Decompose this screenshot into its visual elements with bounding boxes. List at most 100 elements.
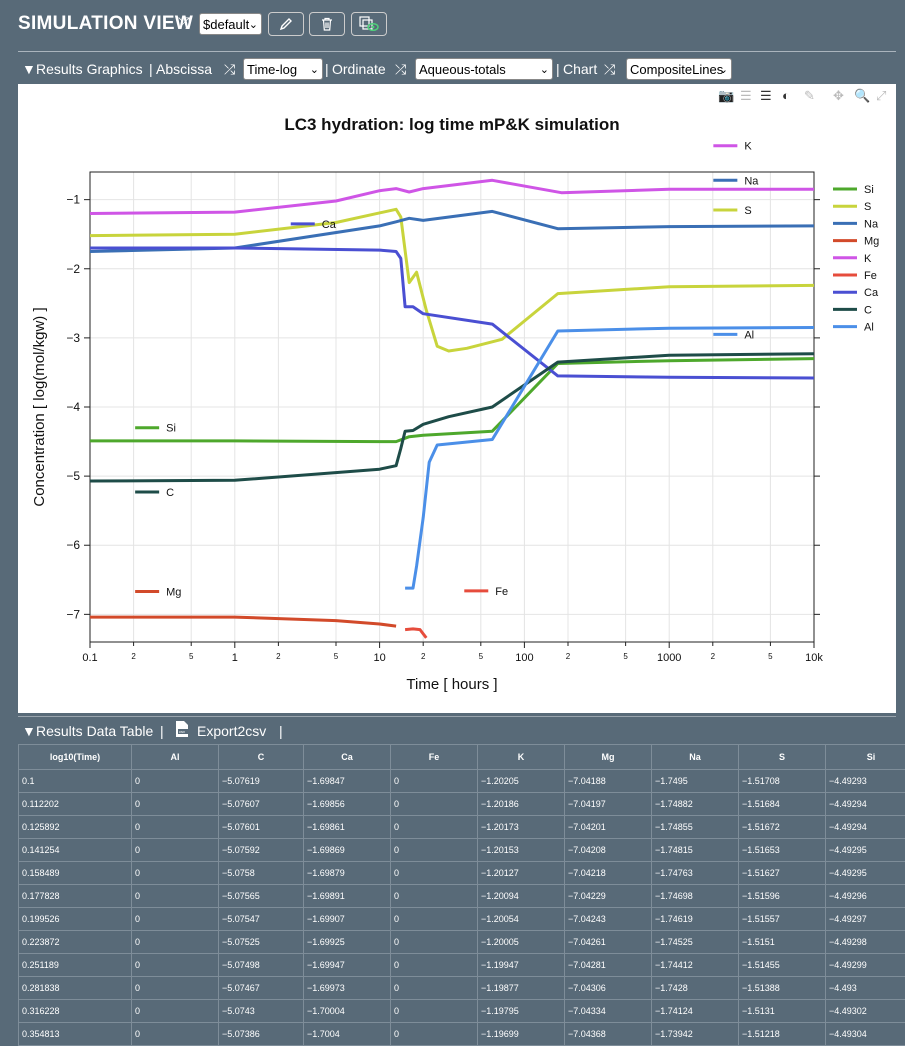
collapse-triangle-icon[interactable]: ▼ xyxy=(22,723,36,739)
table-cell: −1.20054 xyxy=(478,908,565,931)
table-cell: 0.112202 xyxy=(19,793,132,816)
abscissa-shuffle-icon[interactable]: ⤮ xyxy=(224,61,235,78)
ordinate-select-value: Aqueous-totals xyxy=(419,62,506,77)
chart-label: Chart xyxy=(563,61,597,77)
table-header-mg[interactable]: Mg xyxy=(565,745,652,770)
delete-button[interactable] xyxy=(309,12,345,36)
results-graphics-label[interactable]: Results Graphics xyxy=(36,61,143,77)
y-tick-label: −5 xyxy=(66,469,80,483)
table-cell: −1.74763 xyxy=(652,862,739,885)
camera-icon[interactable]: 📷 xyxy=(718,88,734,104)
y-tick-label: −1 xyxy=(66,193,80,207)
chevron-down-icon: ⌄ xyxy=(310,59,319,81)
preset-select[interactable]: $default ⌄ xyxy=(199,13,262,35)
series-label-si: Si xyxy=(166,423,176,435)
table-cell: −5.0758 xyxy=(219,862,304,885)
series-label-fe: Fe xyxy=(495,586,508,598)
legend-toggle-icon[interactable]: ☰ xyxy=(760,88,772,104)
chart-select-value: CompositeLines xyxy=(630,62,723,77)
autoscale-icon[interactable]: ⤢ xyxy=(876,88,886,104)
results-data-table-label[interactable]: Results Data Table xyxy=(36,723,153,739)
table-cell: −4.49304 xyxy=(826,1023,905,1046)
page-title: SIMULATION VIEW xyxy=(18,13,193,35)
table-cell: 0.354813 xyxy=(19,1023,132,1046)
table-cell: −1.51596 xyxy=(739,885,826,908)
table-header-si[interactable]: Si xyxy=(826,745,905,770)
compare-hover-icon[interactable]: ☰ xyxy=(740,88,752,104)
table-cell: −7.04188 xyxy=(565,770,652,793)
abscissa-select[interactable]: Time-log ⌄ xyxy=(243,58,323,80)
draw-pencil-icon[interactable]: ✎ xyxy=(804,88,815,104)
abscissa-select-value: Time-log xyxy=(247,62,297,77)
contrast-icon[interactable]: ◐ xyxy=(782,88,790,103)
table-cell: −1.20186 xyxy=(478,793,565,816)
series-label-ca: Ca xyxy=(322,219,337,231)
table-cell: −1.69847 xyxy=(304,770,391,793)
table-cell: −1.19699 xyxy=(478,1023,565,1046)
legend-label-fe: Fe xyxy=(864,270,877,282)
collapse-triangle-icon[interactable]: ▼ xyxy=(22,61,36,77)
table-cell: 0 xyxy=(391,931,478,954)
table-cell: 0.1 xyxy=(19,770,132,793)
table-header-k[interactable]: K xyxy=(478,745,565,770)
zoom-icon[interactable]: 🔍 xyxy=(854,88,870,104)
table-header-s[interactable]: S xyxy=(739,745,826,770)
copy-eye-icon xyxy=(359,16,379,32)
table-cell: −4.49297 xyxy=(826,908,905,931)
table-cell: −1.69925 xyxy=(304,931,391,954)
x-tick-label: 100 xyxy=(515,652,533,664)
table-cell: 0 xyxy=(132,770,219,793)
table-header-ca[interactable]: Ca xyxy=(304,745,391,770)
table-cell: −7.04368 xyxy=(565,1023,652,1046)
table-cell: −1.74815 xyxy=(652,839,739,862)
view-copy-button[interactable] xyxy=(351,12,387,36)
edit-button[interactable] xyxy=(268,12,304,36)
shuffle-icon[interactable]: ⤮ xyxy=(178,15,190,32)
csv-file-icon[interactable]: csv xyxy=(174,720,190,741)
table-cell: 0.199526 xyxy=(19,908,132,931)
legend-label-al: Al xyxy=(864,322,874,334)
table-cell: 0 xyxy=(391,816,478,839)
table-cell: −1.69891 xyxy=(304,885,391,908)
pan-icon[interactable]: ✥ xyxy=(833,88,844,104)
table-cell: −1.20127 xyxy=(478,862,565,885)
table-cell: 0 xyxy=(132,839,219,862)
table-cell: −5.07386 xyxy=(219,1023,304,1046)
ordinate-shuffle-icon[interactable]: ⤮ xyxy=(395,61,406,78)
chart-select[interactable]: CompositeLines ⌄ xyxy=(626,58,732,80)
table-header-fe[interactable]: Fe xyxy=(391,745,478,770)
table-header-c[interactable]: C xyxy=(219,745,304,770)
table-header-na[interactable]: Na xyxy=(652,745,739,770)
table-cell: −1.51455 xyxy=(739,954,826,977)
table-header-log10-time-[interactable]: log10(Time) xyxy=(19,745,132,770)
table-cell: −1.5131 xyxy=(739,1000,826,1023)
table-cell: 0 xyxy=(132,931,219,954)
x-minor-tick-label: 2 xyxy=(276,652,281,661)
table-cell: 0 xyxy=(391,793,478,816)
table-cell: −1.74855 xyxy=(652,816,739,839)
chart-shuffle-icon[interactable]: ⤮ xyxy=(604,61,615,78)
table-cell: −4.49295 xyxy=(826,839,905,862)
y-tick-label: −3 xyxy=(66,331,80,345)
table-cell: −1.20005 xyxy=(478,931,565,954)
table-cell: −1.69907 xyxy=(304,908,391,931)
export-csv-button[interactable]: Export2csv xyxy=(197,723,266,739)
table-cell: 0.223872 xyxy=(19,931,132,954)
table-cell: −4.49299 xyxy=(826,954,905,977)
table-cell: −4.493 xyxy=(826,977,905,1000)
series-label-mg: Mg xyxy=(166,587,181,599)
series-line-na xyxy=(90,211,814,251)
ordinate-select[interactable]: Aqueous-totals ⌄ xyxy=(415,58,553,80)
series-line-mg xyxy=(90,617,396,626)
table-cell: −5.07498 xyxy=(219,954,304,977)
table-cell: −5.07601 xyxy=(219,816,304,839)
table-header-al[interactable]: Al xyxy=(132,745,219,770)
x-minor-tick-label: 2 xyxy=(711,652,716,661)
